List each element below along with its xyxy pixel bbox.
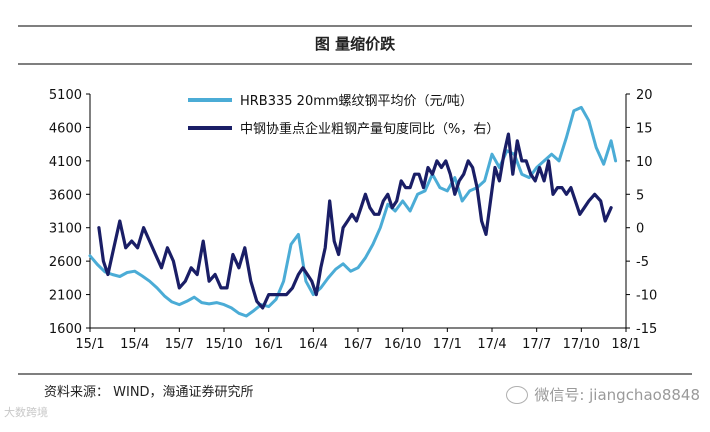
y-right-tick-label: -15 bbox=[636, 322, 657, 337]
y-left-tick-label: 4100 bbox=[49, 155, 82, 170]
y-right-tick-label: 15 bbox=[636, 121, 653, 136]
x-tick-label: 15/7 bbox=[165, 337, 194, 352]
y-left-tick-label: 1600 bbox=[49, 322, 82, 337]
wechat-icon bbox=[506, 385, 529, 404]
series-line-output bbox=[97, 132, 613, 310]
y-right-tick-label: 5 bbox=[636, 188, 644, 203]
y-right-tick-label: 10 bbox=[636, 155, 653, 170]
x-tick-label: 15/4 bbox=[120, 337, 149, 352]
x-tick-label: 15/10 bbox=[205, 337, 242, 352]
x-tick-label: 16/4 bbox=[299, 337, 328, 352]
x-tick-label: 17/4 bbox=[477, 337, 506, 352]
y-right-tick-label: 20 bbox=[636, 88, 653, 103]
watermark-left-text: 大数跨境 bbox=[4, 406, 48, 419]
y-left-tick-label: 3600 bbox=[49, 188, 82, 203]
x-tick-label: 18/1 bbox=[611, 337, 640, 352]
y-left-tick-label: 5100 bbox=[49, 88, 82, 103]
y-left-tick-label: 4600 bbox=[49, 121, 82, 136]
series-line-price bbox=[88, 105, 618, 318]
chart-title: 图 量缩价跌 bbox=[315, 35, 396, 53]
x-tick-label: 17/1 bbox=[433, 337, 462, 352]
watermark-left: 大数跨境 bbox=[4, 404, 48, 420]
legend-label-price: HRB335 20mm螺纹钢平均价（元/吨） bbox=[240, 94, 473, 109]
legend-label-output: 中钢协重点企业粗钢产量旬度同比（%，右） bbox=[240, 121, 499, 137]
y-right-tick-label: -5 bbox=[636, 255, 649, 270]
x-tick-label: 15/1 bbox=[75, 337, 104, 352]
watermark-right: 微信号: jiangchao8848 bbox=[506, 384, 700, 405]
y-right-tick-label: 0 bbox=[636, 222, 644, 237]
y-right-tick-label: -10 bbox=[636, 289, 657, 304]
x-tick-label: 17/7 bbox=[522, 337, 551, 352]
x-tick-label: 16/7 bbox=[343, 337, 372, 352]
legend: HRB335 20mm螺纹钢平均价（元/吨） 中钢协重点企业粗钢产量旬度同比（%… bbox=[188, 94, 499, 137]
source-note: 资料来源： WIND，海通证券研究所 bbox=[44, 384, 254, 400]
y-left-tick-label: 3100 bbox=[49, 222, 82, 237]
x-tick-label: 16/1 bbox=[254, 337, 283, 352]
y-left-tick-label: 2600 bbox=[49, 255, 82, 270]
watermark-right-text: 微信号: jiangchao8848 bbox=[534, 386, 700, 404]
y-left-tick-label: 2100 bbox=[49, 289, 82, 304]
x-tick-label: 17/10 bbox=[563, 337, 600, 352]
x-tick-label: 16/10 bbox=[384, 337, 421, 352]
